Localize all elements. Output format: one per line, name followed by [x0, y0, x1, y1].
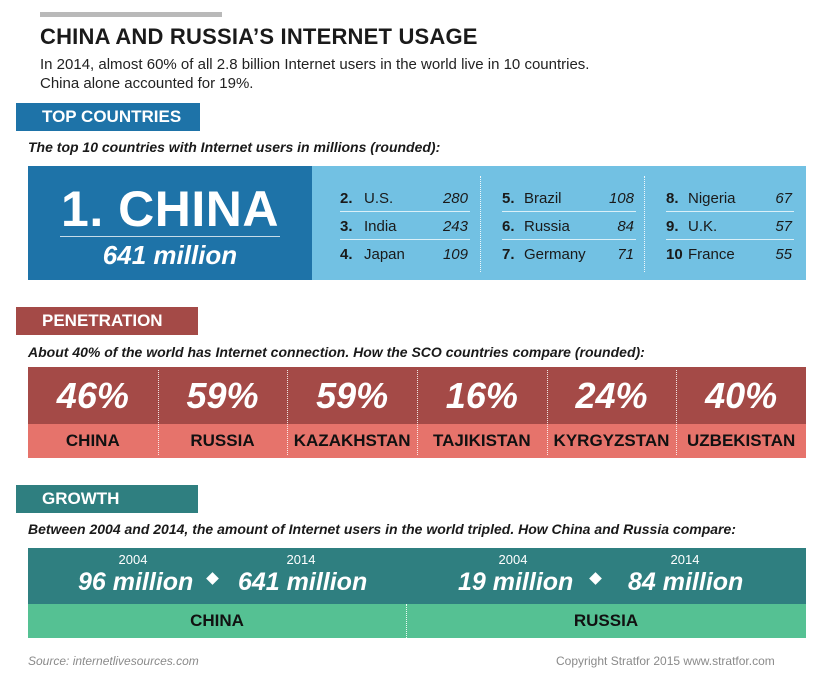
rank-number: 7. [502, 246, 515, 263]
top-countries-heading: TOP COUNTRIES [16, 103, 200, 131]
top-countries-list: 2. U.S. 280 3. India 243 4. Japan 109 5. Brazil 108… [312, 166, 806, 280]
penetration-country: CHINA [28, 424, 158, 458]
top-accent-bar [40, 12, 222, 17]
rank-value: 57 [775, 218, 792, 235]
rank-country: France [688, 246, 735, 263]
penetration-divider [157, 370, 159, 455]
growth-value-start: 96 million [78, 568, 194, 596]
column-divider [644, 176, 645, 272]
penetration-cell: 24% KYRGYZSTAN [546, 367, 677, 458]
rank-row: 6. Russia 84 [502, 212, 636, 240]
growth-values-band [28, 548, 806, 604]
penetration-heading: PENETRATION [16, 307, 198, 335]
rank-number: 4. [340, 246, 353, 263]
rank-value: 55 [775, 246, 792, 263]
rank-number: 2. [340, 190, 353, 207]
rank-row: 10 France 55 [666, 240, 794, 268]
rank-row: 9. U.K. 57 [666, 212, 794, 240]
rank-value: 67 [775, 190, 792, 207]
rank-value: 84 [617, 218, 634, 235]
penetration-percent: 59% [157, 367, 288, 424]
penetration-cell: 46% CHINA [28, 367, 158, 458]
penetration-cell: 59% KAZAKHSTAN [287, 367, 417, 458]
growth-country-band [28, 604, 806, 638]
growth-year-start: 2004 [118, 552, 148, 567]
penetration-description: About 40% of the world has Internet conn… [28, 344, 645, 360]
growth-heading: GROWTH [16, 485, 198, 513]
rank-value: 280 [442, 190, 468, 207]
rank-country: U.K. [688, 218, 718, 235]
rank-country: Brazil [524, 190, 562, 207]
penetration-cell: 59% RUSSIA [157, 367, 288, 458]
featured-divider [60, 236, 280, 237]
penetration-country: KYRGYZSTAN [546, 424, 677, 458]
penetration-country: TAJIKISTAN [417, 424, 547, 458]
rank-value: 71 [617, 246, 634, 263]
rank-row: 7. Germany 71 [502, 240, 636, 268]
penetration-cell: 40% UZBEKISTAN [676, 367, 806, 458]
growth-value-end: 641 million [238, 568, 368, 596]
growth-country: CHINA [190, 611, 244, 630]
rank-row: 4. Japan 109 [340, 240, 470, 268]
penetration-country: UZBEKISTAN [676, 424, 806, 458]
penetration-divider [287, 370, 289, 455]
growth-country: RUSSIA [573, 611, 639, 630]
column-divider [480, 176, 481, 272]
intro-line-2: China alone accounted for 19%. [40, 75, 254, 92]
rank-country: Russia [524, 218, 570, 235]
penetration-country: RUSSIA [157, 424, 288, 458]
growth-year-end: 2014 [670, 552, 700, 567]
rank-row: 8. Nigeria 67 [666, 184, 794, 212]
penetration-percent: 24% [546, 367, 677, 424]
rank-number: 9. [666, 218, 679, 235]
rank-country: U.S. [364, 190, 394, 207]
penetration-percent: 40% [676, 367, 806, 424]
growth-value-start: 19 million [458, 568, 574, 596]
rank-country: Japan [364, 246, 405, 263]
penetration-cell: 16% TAJIKISTAN [417, 367, 547, 458]
rank-number: 10 [666, 246, 683, 263]
growth-year-end: 2014 [286, 552, 316, 567]
rank-country: Nigeria [688, 190, 736, 207]
penetration-percent: 59% [287, 367, 417, 424]
penetration-divider [676, 370, 678, 455]
penetration-divider [417, 370, 418, 455]
rank-row: 2. U.S. 280 [340, 184, 470, 212]
page-title: CHINA AND RUSSIA’S INTERNET USAGE [40, 24, 478, 49]
featured-value-label: 641 million [102, 240, 238, 270]
rank-number: 8. [666, 190, 679, 207]
growth-divider [406, 604, 407, 638]
penetration-country: KAZAKHSTAN [287, 424, 417, 458]
rank-number: 6. [502, 218, 515, 235]
featured-china-box: 1. CHINA 641 million [28, 166, 312, 280]
rank-country: Germany [524, 246, 586, 263]
rank-value: 243 [442, 218, 468, 235]
top-countries-description: The top 10 countries with Internet users… [28, 139, 441, 155]
featured-rank-label: 1. CHINA [61, 181, 279, 237]
rank-country: India [364, 218, 397, 235]
growth-description: Between 2004 and 2014, the amount of Int… [28, 521, 736, 537]
growth-year-start: 2004 [498, 552, 528, 567]
rank-row: 3. India 243 [340, 212, 470, 240]
rank-value: 108 [608, 190, 634, 207]
intro-line-1: In 2014, almost 60% of all 2.8 billion I… [40, 56, 590, 73]
growth-value-end: 84 million [628, 568, 744, 596]
rank-number: 3. [340, 218, 353, 235]
penetration-percent: 46% [28, 367, 158, 424]
rank-number: 5. [502, 190, 515, 207]
penetration-percent: 16% [417, 367, 547, 424]
rank-value: 109 [442, 246, 468, 263]
copyright-note: Copyright Stratfor 2015 www.stratfor.com [556, 654, 775, 668]
source-note: Source: internetlivesources.com [28, 654, 199, 668]
penetration-divider [546, 370, 548, 455]
rank-row: 5. Brazil 108 [502, 184, 636, 212]
